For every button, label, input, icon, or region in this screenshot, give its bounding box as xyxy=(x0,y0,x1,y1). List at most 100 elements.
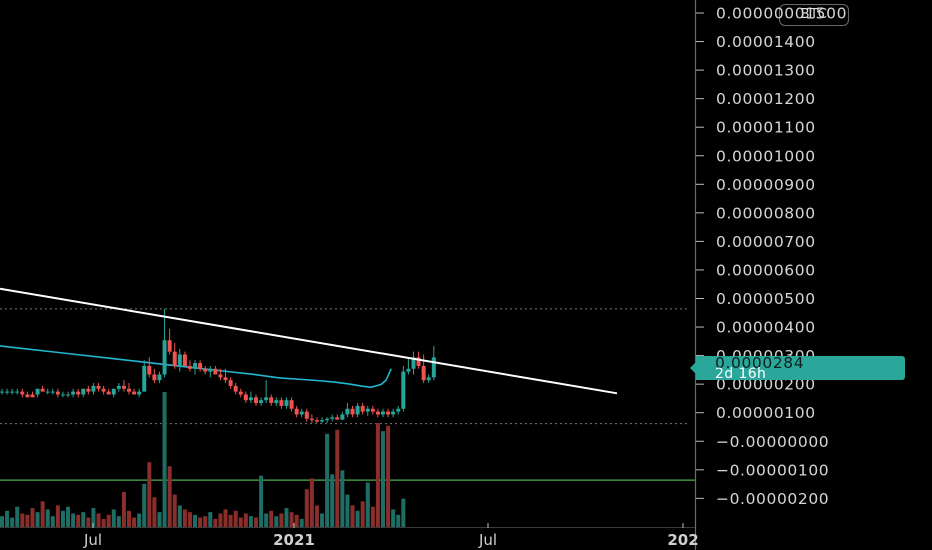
volume-bar xyxy=(132,517,137,527)
volume-bar xyxy=(208,512,213,527)
volume-bar xyxy=(238,517,243,527)
volume-bar xyxy=(309,478,314,527)
volume-bar xyxy=(40,501,45,527)
candle-body xyxy=(76,391,81,395)
volume-bar xyxy=(193,514,198,527)
volume-bar xyxy=(96,513,101,527)
candle-body xyxy=(375,411,380,415)
candle-body xyxy=(426,377,431,381)
candle-body xyxy=(223,377,228,381)
candle-body xyxy=(66,394,71,396)
price-axis-label: 0.00000100 xyxy=(716,404,816,422)
candle-body xyxy=(416,357,421,366)
candle-body xyxy=(264,397,269,401)
candle-body xyxy=(177,354,182,366)
candle-body xyxy=(81,388,86,395)
candle-body xyxy=(121,385,126,389)
currency-badge[interactable]: BTC xyxy=(779,4,849,26)
volume-bar xyxy=(370,506,375,527)
candle-body xyxy=(91,385,96,392)
candle-body xyxy=(370,408,375,412)
volume-bar xyxy=(10,517,15,527)
volume-bar xyxy=(0,516,4,527)
candle-body xyxy=(0,391,4,393)
volume-bar xyxy=(50,516,55,527)
candle-body xyxy=(86,388,91,392)
candle-body xyxy=(294,408,299,415)
volume-bar xyxy=(35,512,40,527)
candle-body xyxy=(386,411,391,415)
volume-bar xyxy=(142,483,147,527)
volume-bar xyxy=(340,470,345,527)
candle-body xyxy=(198,363,203,369)
candle-body xyxy=(401,371,406,409)
volume-bar xyxy=(116,516,121,527)
candle-body xyxy=(396,408,401,412)
candle-body xyxy=(299,411,304,415)
candle-body xyxy=(330,417,335,419)
time-axis-label: Jul xyxy=(478,531,497,549)
volume-bar xyxy=(45,509,50,527)
volume-bar xyxy=(101,518,106,527)
candle-body xyxy=(325,418,330,421)
volume-bar xyxy=(152,497,157,527)
candle-body xyxy=(147,365,152,375)
candle-body xyxy=(15,391,20,393)
volume-bar xyxy=(30,508,35,527)
volume-bar xyxy=(91,508,96,527)
candle-body xyxy=(5,391,10,393)
candle-body xyxy=(45,391,50,393)
volume-bar xyxy=(137,513,142,527)
candle-body xyxy=(193,363,198,369)
candle-body xyxy=(279,400,284,406)
candle-body xyxy=(208,368,213,372)
volume-bar xyxy=(330,474,335,527)
volume-bar xyxy=(228,514,233,527)
candle-body xyxy=(421,365,426,381)
volume-bar xyxy=(20,513,25,527)
candle-body xyxy=(35,388,40,395)
candle-body xyxy=(187,365,192,369)
volume-bar xyxy=(264,513,269,527)
candle-body xyxy=(365,408,370,412)
volume-bar xyxy=(177,505,182,527)
candle-body xyxy=(350,408,355,415)
candle-body xyxy=(20,391,25,395)
volume-bar xyxy=(365,482,370,527)
current-price-value: 0.0000284 xyxy=(715,354,805,372)
candle-body xyxy=(25,394,30,398)
candle-body xyxy=(274,400,279,404)
candle-body xyxy=(96,385,101,389)
candle-body xyxy=(355,405,360,415)
volume-bar xyxy=(5,510,10,527)
price-axis-label: 0.00000800 xyxy=(716,204,816,222)
volume-bar xyxy=(279,513,284,527)
moving-average-line xyxy=(0,345,392,389)
candle-body xyxy=(248,397,253,401)
candle-body xyxy=(431,357,436,378)
price-axis-label: −0.00000000 xyxy=(716,433,829,451)
volume-bar xyxy=(355,510,360,527)
price-axis-label: 0.00000600 xyxy=(716,261,816,279)
volume-bar xyxy=(55,505,60,527)
volume-bar xyxy=(345,494,350,527)
volume-bar xyxy=(350,505,355,527)
candle-body xyxy=(203,368,208,372)
price-axis-label: 0.00001100 xyxy=(716,119,816,137)
candle-body xyxy=(30,394,35,398)
candle-body xyxy=(50,391,55,393)
volume-bar xyxy=(360,501,365,527)
volume-bar xyxy=(157,512,162,527)
volume-bar xyxy=(381,431,385,527)
volume-bar xyxy=(182,509,187,527)
volume-bar xyxy=(121,491,126,527)
candle-body xyxy=(10,391,15,393)
candle-body xyxy=(243,394,248,401)
candle-body xyxy=(228,380,233,386)
volume-bar xyxy=(203,516,208,527)
price-axis-label: 0.00000500 xyxy=(716,290,816,308)
price-axis-label: −0.00000200 xyxy=(716,490,829,508)
volume-bar xyxy=(233,510,238,527)
candle-body xyxy=(233,385,238,392)
